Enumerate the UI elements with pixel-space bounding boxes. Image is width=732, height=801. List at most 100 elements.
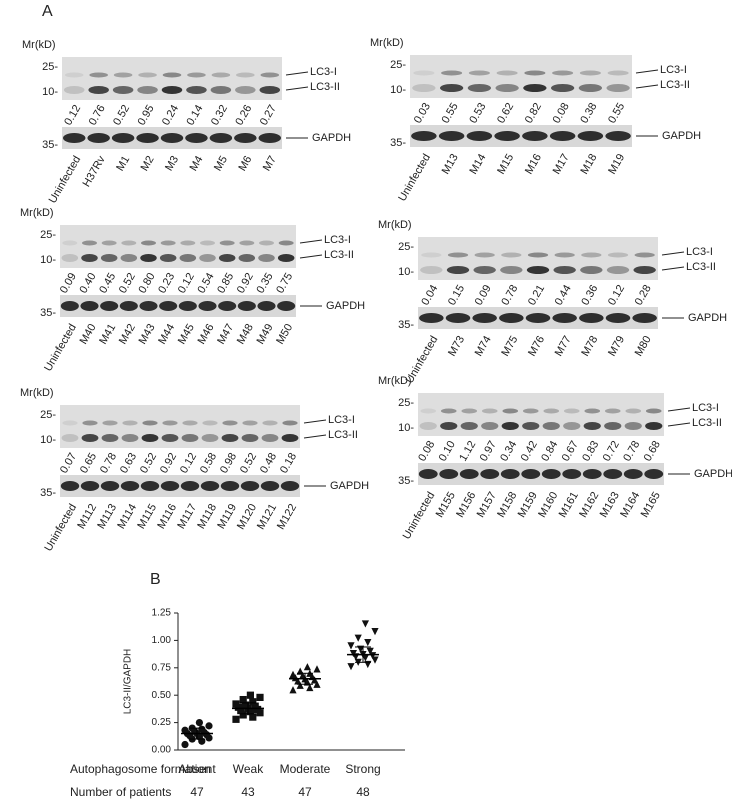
band <box>553 266 576 274</box>
ratio: 0.62 <box>495 101 516 126</box>
ratio: 0.58 <box>198 451 219 476</box>
band <box>633 266 656 274</box>
band <box>82 420 98 426</box>
lane-label: M7 <box>261 154 279 173</box>
marker: 10- <box>398 422 414 434</box>
lane-label: M74 <box>473 334 494 359</box>
ratio: 0.98 <box>218 451 239 476</box>
marker: 25- <box>398 241 414 253</box>
gapdh-blot <box>60 475 300 497</box>
lane-label: M15 <box>495 152 516 177</box>
point <box>181 726 189 734</box>
band <box>221 434 239 442</box>
ratio: 0.68 <box>642 439 663 464</box>
panel-label: A <box>42 3 53 20</box>
lane-label: M73 <box>446 334 467 359</box>
band <box>141 434 159 442</box>
band <box>240 481 260 491</box>
band-label: LC3-II <box>686 261 716 273</box>
lane-label: M163 <box>598 490 622 520</box>
lc3-blot <box>418 393 664 436</box>
lane-label: M45 <box>176 322 197 347</box>
band <box>438 131 465 141</box>
band <box>523 84 547 92</box>
point <box>256 693 264 701</box>
band <box>474 252 495 258</box>
band <box>136 133 159 143</box>
lane-label: M159 <box>516 490 540 520</box>
band <box>139 301 158 311</box>
ratio: 0.82 <box>523 101 544 126</box>
point <box>306 683 314 692</box>
x-tick-label: Weak <box>233 762 264 776</box>
arrow <box>635 69 659 74</box>
y-tick-label: 1.25 <box>152 608 172 619</box>
band <box>481 408 498 414</box>
marker: 25- <box>40 409 56 421</box>
lane-label: M161 <box>557 490 581 520</box>
band <box>64 72 84 78</box>
ratio: 0.12 <box>176 271 197 296</box>
point <box>347 663 355 671</box>
band <box>459 469 479 479</box>
arrow <box>285 86 309 91</box>
ratio: 0.12 <box>606 283 627 308</box>
band <box>113 72 133 78</box>
ratio: 0.08 <box>551 101 572 126</box>
lane-label: Uninfected <box>42 322 79 374</box>
band <box>182 420 198 426</box>
row-label: Number of patients <box>70 785 171 799</box>
band <box>579 313 604 323</box>
band <box>419 422 437 430</box>
band <box>111 133 135 143</box>
mr-label: Mr(kD) <box>378 375 412 387</box>
band <box>259 240 274 246</box>
ratio: 0.75 <box>274 271 295 296</box>
band <box>607 252 629 258</box>
band <box>161 86 183 94</box>
band <box>178 301 197 311</box>
band <box>201 434 219 442</box>
band <box>603 469 623 479</box>
band <box>281 434 299 442</box>
band <box>179 254 197 262</box>
band <box>161 434 179 442</box>
lane-label: M156 <box>454 490 478 520</box>
band <box>186 86 207 94</box>
band-label: GAPDH <box>662 130 701 142</box>
band <box>241 434 259 442</box>
lane-label: M3 <box>163 154 181 173</box>
lane-label: M16 <box>523 152 544 177</box>
lane-label: M2 <box>139 154 157 173</box>
band <box>238 254 256 262</box>
ratio: 0.45 <box>97 271 118 296</box>
band <box>632 313 657 323</box>
marker: 35- <box>398 319 414 331</box>
band <box>439 84 464 92</box>
band <box>141 240 156 246</box>
band <box>418 469 438 479</box>
ratio: 0.10 <box>437 439 458 464</box>
ratio: 0.84 <box>539 439 560 464</box>
ratio: 0.08 <box>416 439 437 464</box>
lane-label: M114 <box>115 502 139 531</box>
ratio: 0.55 <box>440 101 461 126</box>
band <box>580 266 603 274</box>
ratio: 0.34 <box>498 439 519 464</box>
band <box>210 86 232 94</box>
band <box>185 133 208 143</box>
ratio: 0.80 <box>137 271 158 296</box>
lane-label: Uninfected <box>396 152 433 204</box>
ratio: 0.76 <box>87 103 108 128</box>
ratio: 0.32 <box>209 103 230 128</box>
mr-label: Mr(kD) <box>370 37 404 49</box>
marker: 10- <box>42 86 58 98</box>
band-label: LC3-I <box>310 66 337 78</box>
point <box>239 711 247 719</box>
band <box>605 313 631 323</box>
band <box>494 131 520 141</box>
ratio: 0.97 <box>478 439 499 464</box>
band <box>606 266 630 274</box>
mr-label: Mr(kD) <box>20 387 54 399</box>
lane-label: M50 <box>274 322 295 347</box>
